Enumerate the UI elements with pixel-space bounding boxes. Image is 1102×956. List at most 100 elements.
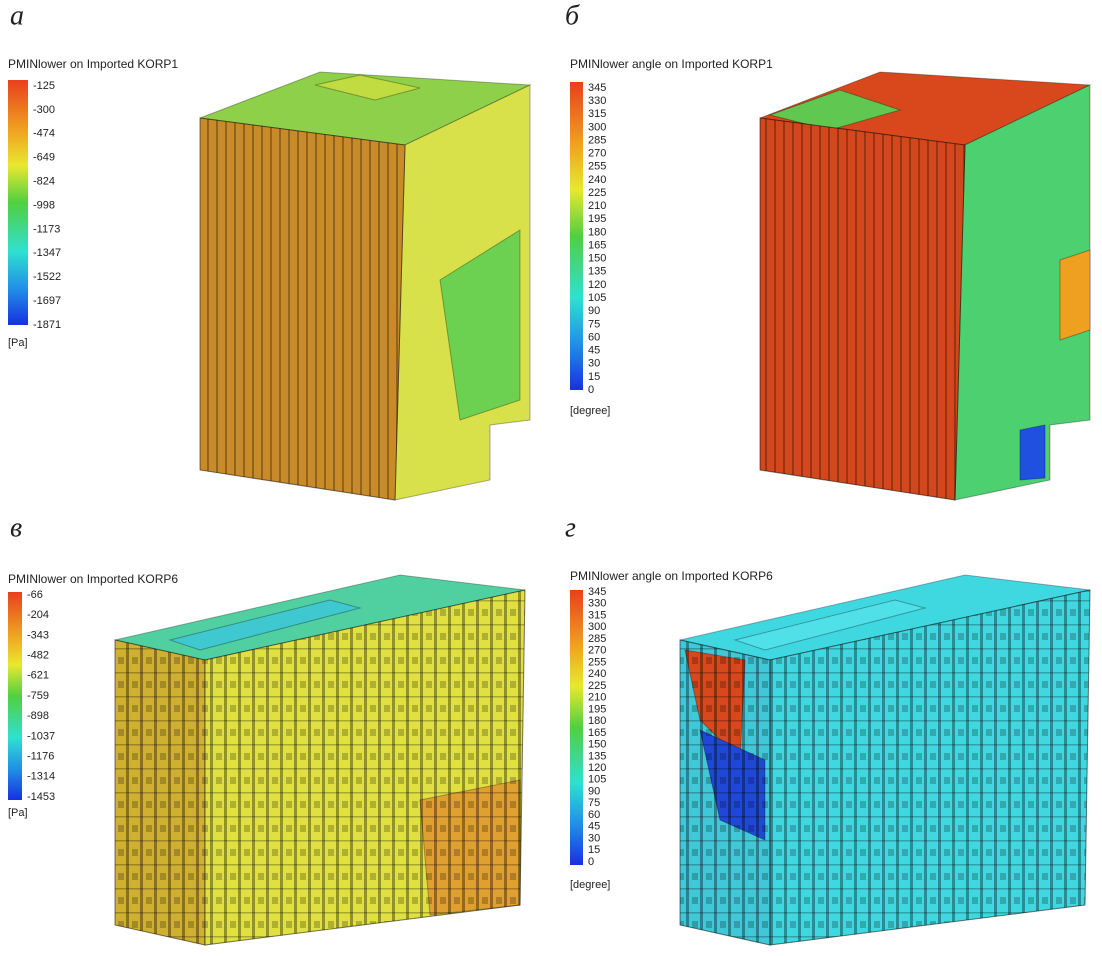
legend-label: 75 bbox=[588, 797, 600, 809]
legend-label: 180 bbox=[588, 715, 606, 727]
main-grid bbox=[769, 589, 1091, 946]
roof-block bbox=[168, 599, 362, 651]
panels: а PMINlower on Imported KORP1 -125 -300 -474… bbox=[8, 0, 1092, 946]
legend-label: -1173 bbox=[33, 223, 60, 235]
color-bar bbox=[570, 590, 583, 865]
legend-label: -759 bbox=[27, 690, 49, 702]
panel: в PMINlower on Imported KORP6 -66 -204 -343 -… bbox=[8, 512, 526, 946]
legend-label: -474 bbox=[33, 128, 55, 140]
legend-label: 15 bbox=[588, 371, 600, 383]
legend-label: 0 bbox=[588, 856, 594, 868]
legend-label: -1697 bbox=[33, 295, 61, 307]
color-bar bbox=[8, 592, 22, 800]
legend-label: 330 bbox=[588, 95, 606, 107]
legend-label: 315 bbox=[588, 609, 606, 621]
legend-label: -1176 bbox=[27, 751, 54, 763]
legend-label: -1871 bbox=[33, 319, 61, 331]
legend-label: 195 bbox=[588, 213, 606, 225]
color-bar bbox=[8, 80, 28, 325]
legend-label: 60 bbox=[588, 331, 600, 343]
front-stripes bbox=[199, 117, 406, 501]
legend-label: 165 bbox=[588, 727, 606, 739]
legend-label: 105 bbox=[588, 774, 606, 786]
main-grid bbox=[204, 589, 526, 946]
legend-unit: [degree] bbox=[570, 879, 610, 891]
legend-label: -66 bbox=[27, 589, 43, 601]
legend-label: 330 bbox=[588, 598, 606, 610]
legend-label: -204 bbox=[27, 609, 49, 621]
legend-label: 225 bbox=[588, 187, 606, 199]
legend-title: PMINlower on Imported KORP1 bbox=[8, 57, 178, 71]
legend-label: 45 bbox=[588, 821, 600, 833]
legend-unit: [Pa] bbox=[8, 807, 28, 819]
legend-label: 300 bbox=[588, 121, 606, 133]
legend-label: 75 bbox=[588, 318, 600, 330]
legend-label: 15 bbox=[588, 844, 600, 856]
legend-label: -1347 bbox=[33, 247, 61, 259]
legend-label: -125 bbox=[33, 80, 55, 92]
left-stripes bbox=[679, 639, 771, 946]
legend-label: 90 bbox=[588, 785, 600, 797]
legend-label: 300 bbox=[588, 621, 606, 633]
side-patch bbox=[1059, 249, 1091, 341]
panel: а PMINlower on Imported KORP1 -125 -300 -474… bbox=[8, 0, 532, 501]
legend-label: -1522 bbox=[33, 271, 61, 283]
legend-label: -898 bbox=[27, 710, 49, 722]
legend-label: 210 bbox=[588, 692, 606, 704]
legend-label: 120 bbox=[588, 279, 606, 291]
legend-label: 135 bbox=[588, 266, 606, 278]
roof-block bbox=[733, 599, 927, 651]
legend-unit: [Pa] bbox=[8, 337, 28, 349]
legend-label: 105 bbox=[588, 292, 606, 304]
legend-title: PMINlower on Imported KORP6 bbox=[8, 572, 178, 586]
legend-unit: [degree] bbox=[570, 405, 610, 417]
legend-label: 195 bbox=[588, 703, 606, 715]
roof-block bbox=[314, 74, 421, 101]
legend-label: 240 bbox=[588, 174, 606, 186]
legend-label: 270 bbox=[588, 148, 606, 160]
legend-label: -998 bbox=[33, 199, 55, 211]
legend-label: 225 bbox=[588, 680, 606, 692]
legend-label: 30 bbox=[588, 832, 600, 844]
legend-label: 135 bbox=[588, 750, 606, 762]
legend-label: 150 bbox=[588, 739, 606, 751]
legend-label: -1453 bbox=[27, 791, 55, 803]
legend-label: 255 bbox=[588, 656, 606, 668]
legend-label: 120 bbox=[588, 762, 606, 774]
legend-label: 285 bbox=[588, 134, 606, 146]
legend-title: PMINlower angle on Imported KORP6 bbox=[570, 569, 773, 583]
legend-label: -649 bbox=[33, 152, 55, 164]
left-stripes bbox=[114, 639, 206, 946]
legend-label: 255 bbox=[588, 161, 606, 173]
legend-label: 240 bbox=[588, 668, 606, 680]
legend-label: 315 bbox=[588, 108, 606, 120]
legend-label: 345 bbox=[588, 82, 606, 94]
legend-label: 0 bbox=[588, 384, 594, 396]
panel: г PMINlower angle on Imported KORP6 345330… bbox=[565, 512, 1091, 946]
legend-title: PMINlower angle on Imported KORP1 bbox=[570, 57, 773, 71]
panel-label: г bbox=[565, 512, 576, 543]
panel-label: б bbox=[565, 0, 580, 31]
legend-label: 45 bbox=[588, 345, 600, 357]
legend-label: -824 bbox=[33, 176, 55, 188]
side-patch bbox=[439, 229, 521, 421]
panel-label: а bbox=[10, 0, 24, 31]
legend-label: 270 bbox=[588, 645, 606, 657]
legend-label: 60 bbox=[588, 809, 600, 821]
side-patch bbox=[1019, 424, 1046, 481]
color-bar bbox=[570, 82, 583, 390]
legend-label: -482 bbox=[27, 650, 49, 662]
front-stripes bbox=[759, 117, 966, 501]
legend-label: -1314 bbox=[27, 771, 55, 783]
legend-label: -343 bbox=[27, 629, 49, 641]
legend-label: 345 bbox=[588, 586, 606, 598]
legend-label: 165 bbox=[588, 239, 606, 251]
panel-label: в bbox=[10, 512, 22, 543]
legend-label: 30 bbox=[588, 358, 600, 370]
legend-label: 285 bbox=[588, 633, 606, 645]
legend-label: -621 bbox=[27, 670, 49, 682]
legend-label: -300 bbox=[33, 104, 55, 116]
panel: б PMINlower angle on Imported KORP1 345330… bbox=[565, 0, 1092, 501]
